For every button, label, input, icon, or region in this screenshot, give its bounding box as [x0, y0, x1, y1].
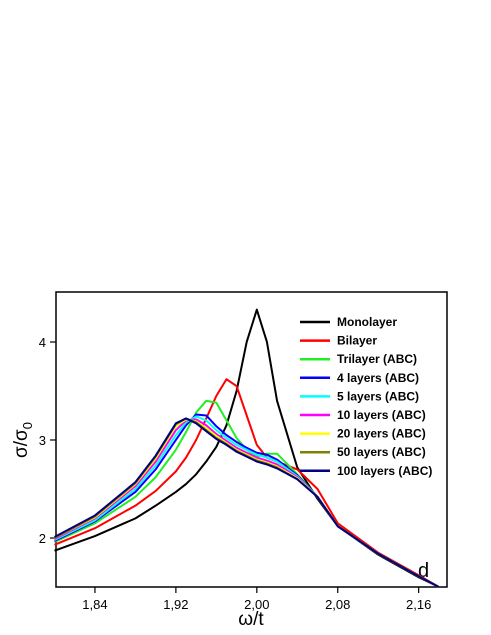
y-tick-label: 3 [39, 433, 46, 448]
legend-label: Monolayer [337, 315, 397, 329]
x-tick-label: 2,08 [325, 597, 350, 612]
legend-label: 4 layers (ABC) [337, 371, 419, 385]
panel-annotation: d [418, 560, 429, 582]
legend-label: Bilayer [337, 334, 377, 348]
y-tick-label: 2 [39, 531, 46, 546]
legend-label: Trilayer (ABC) [337, 352, 417, 366]
x-axis-label: ω/t [238, 609, 264, 630]
x-tick-label: 2,16 [406, 597, 431, 612]
legend-label: 10 layers (ABC) [337, 408, 426, 422]
legend-label: 5 layers (ABC) [337, 389, 419, 403]
legend-label: 100 layers (ABC) [337, 464, 432, 478]
series-line [54, 378, 440, 588]
legend-label: 20 layers (ABC) [337, 427, 426, 441]
legend-label: 50 layers (ABC) [337, 445, 426, 459]
x-tick-label: 1,92 [163, 597, 188, 612]
x-tick-label: 2,00 [244, 597, 269, 612]
x-tick-label: 1,84 [82, 597, 107, 612]
y-axis-label-main: σ/σ [11, 429, 32, 458]
y-axis-label-sub: 0 [20, 422, 35, 429]
y-tick-label: 4 [39, 335, 46, 350]
y-axis-label: σ/σ0 [11, 422, 35, 458]
series-line [54, 417, 440, 588]
series-line [54, 417, 440, 588]
